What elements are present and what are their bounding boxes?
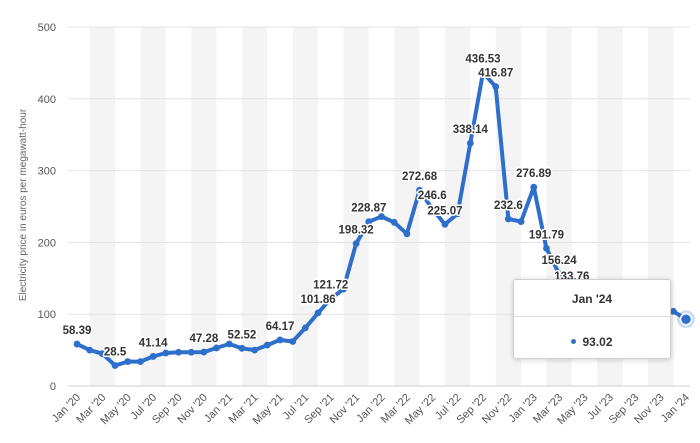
data-point[interactable]	[86, 346, 94, 354]
data-point[interactable]	[149, 353, 157, 360]
data-point[interactable]	[669, 307, 677, 315]
data-point[interactable]	[276, 336, 284, 344]
data-label: 52.52	[228, 329, 257, 341]
y-tick-label: 400	[38, 94, 56, 106]
data-point[interactable]	[403, 230, 411, 238]
y-tick-label: 200	[38, 237, 56, 249]
data-label: 338.14	[453, 124, 489, 136]
data-point[interactable]	[162, 349, 170, 357]
data-point[interactable]	[263, 341, 271, 349]
y-tick-label: 500	[38, 22, 56, 34]
data-label: 47.28	[189, 333, 218, 345]
data-points[interactable]	[73, 69, 690, 369]
data-point[interactable]	[428, 205, 436, 213]
data-point[interactable]	[378, 213, 385, 220]
background-band	[140, 27, 166, 386]
data-label: 228.87	[351, 203, 386, 215]
data-point[interactable]	[187, 348, 195, 356]
data-point[interactable]	[352, 240, 360, 248]
background-band	[89, 27, 116, 386]
data-label: 232.6	[494, 200, 523, 212]
y-axis-ticks: 0 100 200 300 400 500	[38, 22, 56, 393]
data-point[interactable]	[504, 215, 512, 223]
data-point[interactable]	[365, 218, 373, 226]
data-label: 272.68	[402, 171, 438, 183]
data-point[interactable]	[200, 348, 208, 356]
data-point[interactable]	[98, 350, 106, 358]
data-point[interactable]	[416, 186, 423, 194]
data-label: 58.39	[63, 325, 92, 337]
data-point[interactable]	[327, 295, 335, 303]
background-band	[343, 27, 369, 386]
y-tick-label: 300	[38, 166, 56, 178]
data-label: 225.07	[427, 205, 462, 217]
data-point[interactable]	[340, 285, 347, 293]
data-label: 416.87	[478, 68, 513, 80]
data-label: 436.53	[465, 54, 500, 66]
tooltip-title: Jan '24	[571, 292, 613, 306]
background-band	[191, 27, 217, 386]
data-label: 41.14	[139, 337, 168, 349]
data-point[interactable]	[441, 220, 449, 228]
data-label: 121.72	[313, 280, 348, 292]
data-point[interactable]	[137, 358, 144, 365]
data-point[interactable]	[492, 83, 500, 91]
data-label: 191.79	[529, 229, 564, 241]
series-dot-icon	[571, 339, 577, 345]
data-label: 101.86	[300, 294, 335, 306]
hover-marker[interactable]	[677, 310, 695, 329]
y-tick-label: 100	[38, 309, 56, 321]
data-point[interactable]	[517, 218, 525, 225]
background-band	[292, 27, 319, 386]
data-point[interactable]	[454, 210, 462, 218]
data-point[interactable]	[390, 218, 398, 226]
data-label: 198.32	[339, 225, 374, 237]
data-point[interactable]	[479, 69, 487, 76]
tooltip-divider	[514, 316, 670, 317]
data-point[interactable]	[530, 183, 538, 191]
data-point[interactable]	[543, 244, 550, 252]
tooltip: Jan '24 93.02	[513, 279, 671, 359]
background-band	[241, 27, 268, 386]
data-point[interactable]	[301, 324, 309, 332]
data-point[interactable]	[466, 139, 474, 147]
data-label: 246.6	[418, 190, 447, 202]
data-label: 28.5	[104, 347, 127, 359]
y-axis-label: Electricity price in euros per megawatt-…	[18, 108, 29, 301]
data-point[interactable]	[175, 348, 182, 356]
data-point[interactable]	[124, 358, 132, 365]
tooltip-value: 93.02	[582, 335, 613, 349]
data-label: 64.17	[266, 321, 295, 333]
data-labels: 58.39 28.5 41.14 47.28 52.52 64.17 101.86 121.7…	[61, 52, 591, 360]
data-point[interactable]	[251, 346, 259, 354]
data-point[interactable]	[238, 344, 246, 352]
tooltip-value-row: 93.02	[514, 335, 670, 349]
data-point[interactable]	[213, 344, 220, 352]
data-point[interactable]	[555, 270, 563, 278]
hover-point[interactable]	[679, 312, 693, 326]
data-point[interactable]	[73, 340, 81, 348]
data-point[interactable]	[314, 309, 322, 317]
x-tick-label: Jan '24	[659, 392, 692, 425]
data-point[interactable]	[289, 338, 297, 345]
data-label: 276.89	[516, 168, 551, 180]
data-label: 156.24	[542, 255, 578, 267]
data-point[interactable]	[111, 362, 119, 369]
y-tick-label: 0	[50, 381, 56, 393]
data-point[interactable]	[225, 340, 233, 348]
